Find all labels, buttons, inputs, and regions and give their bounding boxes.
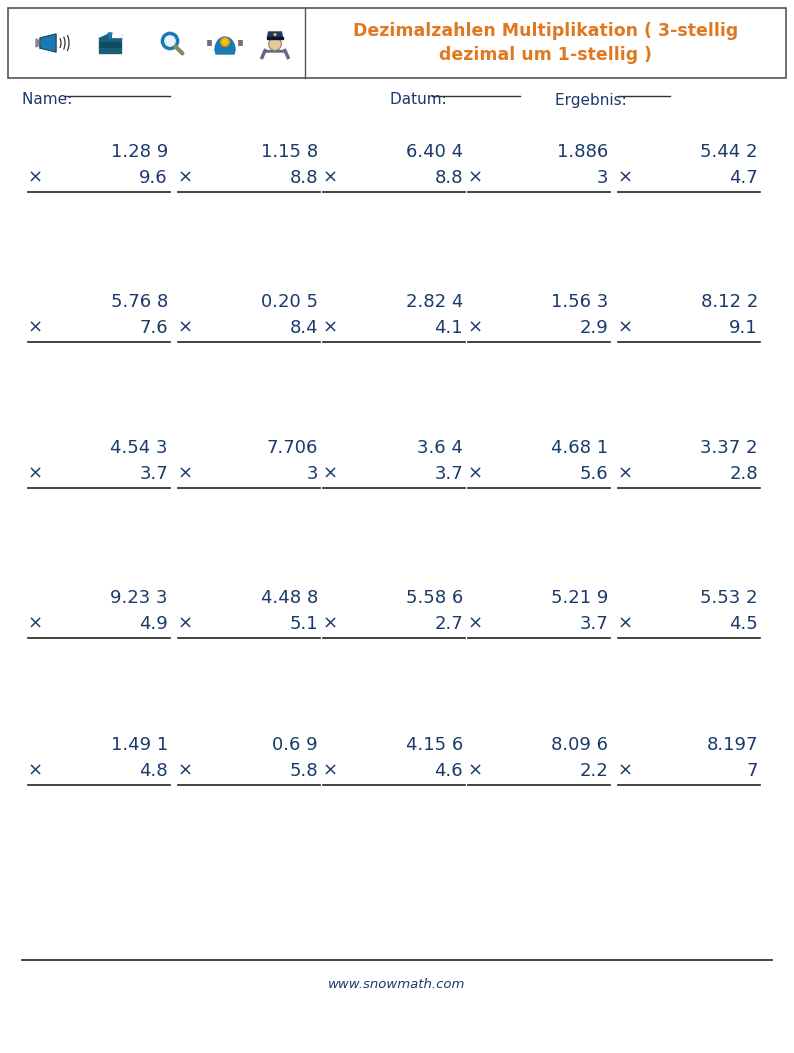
Text: 2.7: 2.7 (434, 615, 463, 633)
Text: 3.6 4: 3.6 4 (417, 439, 463, 457)
Text: ×: × (618, 465, 633, 483)
Text: ×: × (178, 465, 193, 483)
Circle shape (268, 38, 281, 51)
Text: 6.40 4: 6.40 4 (406, 143, 463, 161)
Text: 2.8: 2.8 (730, 465, 758, 483)
Text: 8.4: 8.4 (289, 319, 318, 337)
Circle shape (163, 34, 178, 48)
Text: 3: 3 (306, 465, 318, 483)
Text: 4.5: 4.5 (729, 615, 758, 633)
Polygon shape (108, 33, 112, 40)
Text: ×: × (178, 615, 193, 633)
Text: 4.48 8: 4.48 8 (260, 589, 318, 607)
Text: 3.37 2: 3.37 2 (700, 439, 758, 457)
Text: ×: × (28, 465, 43, 483)
Text: 9.1: 9.1 (730, 319, 758, 337)
Text: 5.53 2: 5.53 2 (700, 589, 758, 607)
Text: 4.7: 4.7 (729, 168, 758, 187)
Text: ×: × (468, 465, 483, 483)
Text: 4.9: 4.9 (139, 615, 168, 633)
Text: ×: × (178, 762, 193, 780)
Text: ×: × (323, 168, 338, 187)
Text: 1.49 1: 1.49 1 (110, 736, 168, 754)
Polygon shape (99, 29, 108, 37)
Text: 0.6 9: 0.6 9 (272, 736, 318, 754)
Text: 9.23 3: 9.23 3 (110, 589, 168, 607)
Text: ×: × (323, 465, 338, 483)
Text: ×: × (323, 615, 338, 633)
Text: 3.7: 3.7 (139, 465, 168, 483)
Circle shape (221, 38, 229, 46)
Text: 2.82 4: 2.82 4 (406, 293, 463, 311)
Text: 5.58 6: 5.58 6 (406, 589, 463, 607)
Text: ×: × (618, 168, 633, 187)
Text: 8.197: 8.197 (707, 736, 758, 754)
Text: 7.706: 7.706 (267, 439, 318, 457)
Text: 9.6: 9.6 (140, 168, 168, 187)
Text: 4.8: 4.8 (140, 762, 168, 780)
Text: ×: × (468, 615, 483, 633)
Text: 7.6: 7.6 (140, 319, 168, 337)
Text: ×: × (618, 762, 633, 780)
Text: 8.8: 8.8 (290, 168, 318, 187)
Text: ×: × (468, 319, 483, 337)
Text: 4.6: 4.6 (434, 762, 463, 780)
Text: Datum:: Datum: (390, 93, 452, 107)
Text: 5.6: 5.6 (580, 465, 608, 483)
Text: 4.15 6: 4.15 6 (406, 736, 463, 754)
Text: 5.8: 5.8 (289, 762, 318, 780)
Text: 8.8: 8.8 (434, 168, 463, 187)
Text: 5.76 8: 5.76 8 (110, 293, 168, 311)
Text: 1.56 3: 1.56 3 (551, 293, 608, 311)
Polygon shape (215, 37, 235, 49)
Polygon shape (40, 34, 56, 52)
Text: Ergebnis:: Ergebnis: (555, 93, 631, 107)
Text: 3.7: 3.7 (580, 615, 608, 633)
Text: 8.12 2: 8.12 2 (701, 293, 758, 311)
Text: ×: × (323, 319, 338, 337)
Text: 2.9: 2.9 (580, 319, 608, 337)
Text: 5.1: 5.1 (289, 615, 318, 633)
Polygon shape (112, 29, 121, 37)
Text: 4.1: 4.1 (434, 319, 463, 337)
Text: 4.68 1: 4.68 1 (551, 439, 608, 457)
Text: ×: × (28, 168, 43, 187)
Text: www.snowmath.com: www.snowmath.com (328, 978, 466, 992)
Polygon shape (264, 51, 286, 52)
Text: 3: 3 (596, 168, 608, 187)
Text: Name:: Name: (22, 93, 77, 107)
Text: ×: × (28, 319, 43, 337)
Text: 2.2: 2.2 (580, 762, 608, 780)
Text: ×: × (618, 615, 633, 633)
Circle shape (273, 33, 276, 36)
Text: ×: × (618, 319, 633, 337)
Text: ×: × (178, 168, 193, 187)
Polygon shape (36, 39, 40, 47)
Text: 0.20 5: 0.20 5 (261, 293, 318, 311)
Bar (8, 8, 786, 78)
Polygon shape (268, 32, 283, 38)
Polygon shape (99, 33, 121, 53)
Text: ×: × (28, 762, 43, 780)
Text: 5.21 9: 5.21 9 (550, 589, 608, 607)
Polygon shape (267, 37, 283, 39)
Text: 3.7: 3.7 (434, 465, 463, 483)
Text: 8.09 6: 8.09 6 (551, 736, 608, 754)
Text: ×: × (28, 615, 43, 633)
Text: 5.44 2: 5.44 2 (700, 143, 758, 161)
Text: Dezimalzahlen Multiplikation ( 3-stellig
dezimal um 1-stellig ): Dezimalzahlen Multiplikation ( 3-stellig… (353, 22, 738, 64)
Text: ×: × (178, 319, 193, 337)
Polygon shape (215, 49, 235, 54)
Text: 7: 7 (746, 762, 758, 780)
Text: 1.15 8: 1.15 8 (261, 143, 318, 161)
Text: ×: × (468, 762, 483, 780)
Text: 1.886: 1.886 (557, 143, 608, 161)
Text: ×: × (323, 762, 338, 780)
Text: ×: × (468, 168, 483, 187)
Text: 4.54 3: 4.54 3 (110, 439, 168, 457)
Text: 1.28 9: 1.28 9 (110, 143, 168, 161)
